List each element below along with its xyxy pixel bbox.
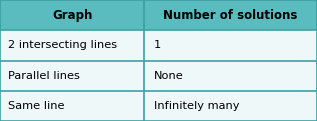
Text: Number of solutions: Number of solutions (164, 9, 298, 22)
Bar (0, 60, 317, 91)
Text: None: None (154, 71, 184, 81)
Text: Same line: Same line (8, 101, 64, 111)
Text: Parallel lines: Parallel lines (8, 71, 80, 81)
Bar (0, 30, 317, 60)
Text: 2 intersecting lines: 2 intersecting lines (8, 40, 117, 50)
Text: Graph: Graph (52, 9, 92, 22)
Text: Infinitely many: Infinitely many (154, 101, 239, 111)
Bar (0, 0, 317, 30)
Bar (0, 91, 317, 121)
Text: 1: 1 (154, 40, 161, 50)
